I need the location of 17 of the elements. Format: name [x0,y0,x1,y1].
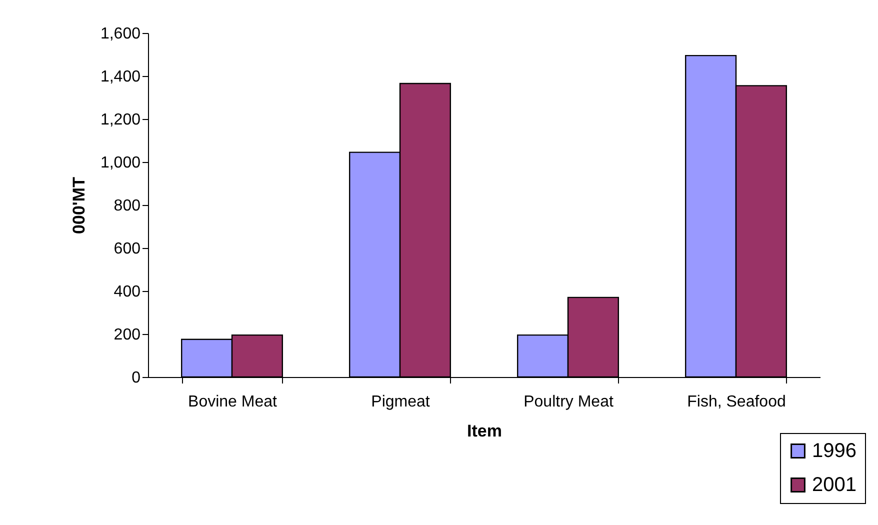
x-tick-label: Poultry Meat [524,394,614,410]
x-tick-label: Pigmeat [371,394,430,410]
x-tick-label: Bovine Meat [188,394,278,410]
y-tick-label: 1,400 [100,68,141,86]
legend-label: 1996 [812,440,856,462]
y-tick-label: 800 [114,198,141,214]
x-tick-label: Fish, Seafood [687,394,786,410]
y-tick-label: 200 [114,326,141,344]
y-axis-title: 000'MT [69,176,88,234]
y-tick-label: 1,600 [100,26,141,42]
y-tick-label: 1,200 [100,112,141,128]
y-tick-label: 1,000 [100,154,141,172]
x-axis-title: Item [467,422,502,440]
y-tick-label: 400 [114,284,141,300]
y-tick-label: 600 [114,240,141,258]
legend-label: 2001 [812,474,856,496]
y-tick-label: 0 [132,370,141,386]
